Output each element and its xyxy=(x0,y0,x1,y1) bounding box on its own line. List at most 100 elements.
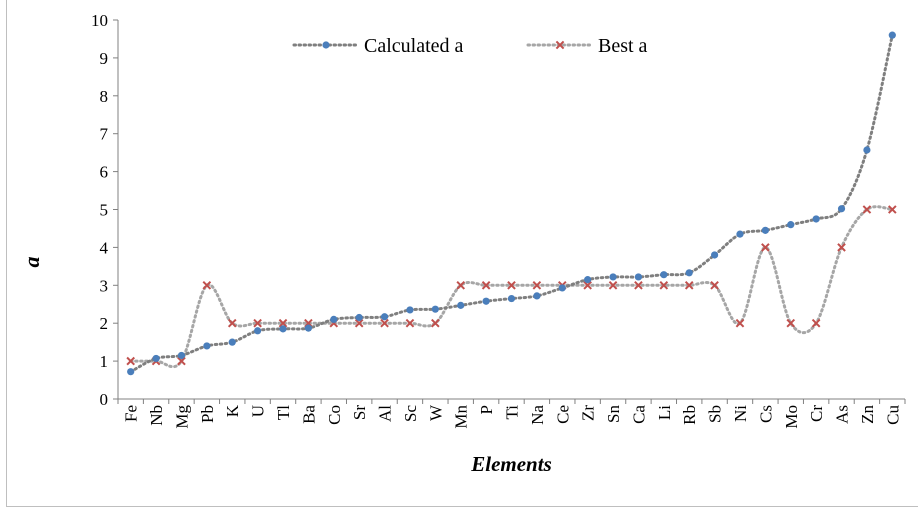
data-point xyxy=(863,146,871,154)
x-tick-label: Ce xyxy=(553,405,572,424)
data-point xyxy=(685,269,693,277)
marker-stroke xyxy=(202,280,212,290)
data-point xyxy=(660,271,668,279)
axes xyxy=(113,19,906,404)
data-point xyxy=(787,221,795,229)
marker-stroke xyxy=(659,280,669,290)
data-point xyxy=(405,318,415,328)
x-tick-label: Al xyxy=(376,405,395,422)
x-tick-label: Sn xyxy=(604,405,623,423)
data-point xyxy=(304,324,313,332)
marker-stroke xyxy=(634,280,643,290)
y-tick-label: 10 xyxy=(91,11,108,30)
x-axis-label: Elements xyxy=(470,452,552,476)
x-tick-label: Li xyxy=(655,405,674,420)
x-tick-label: P xyxy=(477,405,496,414)
x-tick-label: Cs xyxy=(756,405,775,423)
data-point xyxy=(482,297,490,305)
data-point xyxy=(761,226,769,234)
x-tick-label: Nb xyxy=(147,405,166,426)
y-tick-label: 1 xyxy=(100,352,109,371)
data-point xyxy=(811,318,821,328)
legend-label-calculated-a: Calculated a xyxy=(364,35,464,57)
data-point xyxy=(457,301,465,309)
x-tick-label: Ti xyxy=(503,405,522,420)
marker-stroke xyxy=(862,205,872,214)
marker-stroke xyxy=(278,318,288,328)
data-point xyxy=(710,251,719,259)
series-layer xyxy=(126,31,897,376)
data-point xyxy=(330,315,338,324)
y-tick-label: 5 xyxy=(100,201,109,220)
x-tick-label: Co xyxy=(325,405,344,425)
data-point xyxy=(736,230,744,238)
marker-stroke xyxy=(126,356,136,366)
marker-stroke xyxy=(507,280,516,290)
x-tick-label: Na xyxy=(528,405,547,425)
y-tick-label: 0 xyxy=(100,390,109,409)
data-point xyxy=(735,318,745,328)
data-point xyxy=(431,305,439,313)
y-tick-label: 7 xyxy=(100,125,109,144)
x-tick-label: Sb xyxy=(706,405,725,423)
x-tick-label: Zr xyxy=(579,405,598,421)
x-tick-label: Cr xyxy=(807,405,826,422)
marker-stroke xyxy=(227,318,237,328)
x-tick-label: Pb xyxy=(198,405,217,423)
x-tick-label: W xyxy=(426,404,445,421)
marker-stroke xyxy=(837,243,846,252)
marker-stroke xyxy=(555,40,565,50)
data-point xyxy=(812,215,820,223)
data-point xyxy=(837,243,846,252)
data-point xyxy=(126,356,136,366)
marker-stroke xyxy=(583,280,592,290)
legend: Calculated a Best a xyxy=(292,35,648,57)
y-tick-label: 3 xyxy=(100,276,109,295)
marker-stroke xyxy=(684,280,694,290)
data-point xyxy=(431,318,440,328)
x-tick-label: Ni xyxy=(731,405,750,422)
x-tick-label: U xyxy=(249,405,268,417)
chart-frame xyxy=(6,0,918,507)
data-point xyxy=(456,280,466,290)
legend-item-calculated-a: Calculated a xyxy=(292,35,464,57)
marker-stroke xyxy=(253,318,262,328)
data-point xyxy=(177,351,186,360)
data-point xyxy=(532,280,542,290)
x-tick-label: K xyxy=(223,404,242,417)
marker-stroke xyxy=(354,318,364,328)
data-point xyxy=(253,318,262,328)
series-line xyxy=(129,33,894,374)
legend-x-marker xyxy=(555,40,565,50)
marker-stroke xyxy=(481,280,491,290)
data-point xyxy=(177,356,186,366)
data-point xyxy=(127,368,135,376)
data-point xyxy=(354,318,364,328)
legend-marker-calculated-a xyxy=(322,41,330,49)
data-point xyxy=(761,243,770,252)
marker-stroke xyxy=(608,280,618,290)
data-point xyxy=(203,342,211,350)
data-point xyxy=(608,280,618,290)
data-point xyxy=(584,276,592,284)
data-point xyxy=(380,318,389,328)
x-tick-label: Mn xyxy=(452,405,471,429)
data-point xyxy=(533,292,541,300)
x-tick-label: Cu xyxy=(883,405,902,425)
legend-label-best-a: Best a xyxy=(598,35,648,57)
legend-item-best-a: Best a xyxy=(526,35,648,57)
data-point xyxy=(481,280,491,290)
marker-stroke xyxy=(786,318,796,328)
data-point xyxy=(887,205,897,214)
marker-stroke xyxy=(380,318,389,328)
x-tick-label: Sc xyxy=(401,405,420,422)
y-tick-label: 8 xyxy=(100,87,109,106)
data-point xyxy=(634,280,643,290)
x-tick-label: Zn xyxy=(858,405,877,424)
y-tick-label: 2 xyxy=(100,314,109,333)
marker-stroke xyxy=(710,280,719,290)
series-calculated-a xyxy=(127,31,896,376)
data-point xyxy=(888,31,896,39)
marker-stroke xyxy=(761,243,770,252)
